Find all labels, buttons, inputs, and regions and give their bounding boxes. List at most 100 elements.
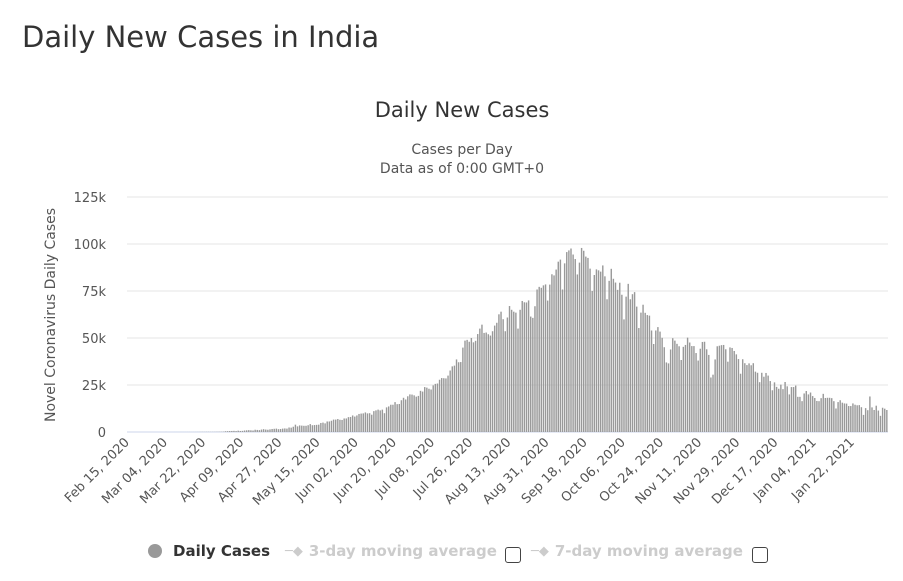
bar[interactable] xyxy=(614,282,617,432)
bar[interactable] xyxy=(629,299,632,432)
bar[interactable] xyxy=(807,394,810,432)
bar[interactable] xyxy=(421,391,424,432)
bar[interactable] xyxy=(320,422,322,432)
bar[interactable] xyxy=(761,372,763,432)
bar[interactable] xyxy=(710,377,712,432)
bar[interactable] xyxy=(625,296,627,432)
bar[interactable] xyxy=(347,417,350,432)
bar[interactable] xyxy=(712,374,714,432)
bar[interactable] xyxy=(313,425,316,432)
bar[interactable] xyxy=(691,346,693,432)
bar[interactable] xyxy=(235,431,237,432)
bar[interactable] xyxy=(572,254,574,432)
bar[interactable] xyxy=(462,347,464,432)
bar[interactable] xyxy=(506,317,509,432)
bar[interactable] xyxy=(693,346,695,432)
bar[interactable] xyxy=(332,419,335,432)
bar[interactable] xyxy=(428,388,430,432)
bar[interactable] xyxy=(409,394,411,432)
bar[interactable] xyxy=(324,423,326,432)
bar[interactable] xyxy=(778,388,780,432)
bar[interactable] xyxy=(831,398,833,432)
bar[interactable] xyxy=(419,390,422,432)
bar[interactable] xyxy=(877,410,880,432)
bar[interactable] xyxy=(729,347,731,432)
bar[interactable] xyxy=(455,359,458,432)
bar[interactable] xyxy=(330,420,333,432)
bar[interactable] xyxy=(648,315,651,432)
bar[interactable] xyxy=(884,408,886,432)
bar[interactable] xyxy=(447,375,449,432)
bar[interactable] xyxy=(659,331,661,432)
bar[interactable] xyxy=(513,311,515,432)
bar[interactable] xyxy=(521,300,523,432)
bar[interactable] xyxy=(568,250,570,432)
bar[interactable] xyxy=(237,430,239,432)
bar[interactable] xyxy=(623,319,625,432)
bar[interactable] xyxy=(680,359,682,432)
bar[interactable] xyxy=(515,312,517,432)
bar[interactable] xyxy=(754,371,757,432)
bar[interactable] xyxy=(239,430,242,432)
bar[interactable] xyxy=(349,416,352,432)
bar[interactable] xyxy=(674,340,676,432)
bar[interactable] xyxy=(833,401,835,432)
bar[interactable] xyxy=(780,384,782,432)
bar[interactable] xyxy=(809,392,812,432)
bar[interactable] xyxy=(250,430,252,432)
bar[interactable] xyxy=(595,269,598,432)
bar[interactable] xyxy=(682,346,685,432)
bar[interactable] xyxy=(538,286,540,432)
bar[interactable] xyxy=(322,422,324,432)
bar[interactable] xyxy=(296,426,299,432)
bar[interactable] xyxy=(307,425,309,432)
bar[interactable] xyxy=(631,294,634,432)
bar[interactable] xyxy=(627,283,629,432)
bar[interactable] xyxy=(841,402,844,432)
bar[interactable] xyxy=(688,342,691,432)
bar[interactable] xyxy=(254,429,256,432)
bar[interactable] xyxy=(811,396,814,432)
bar[interactable] xyxy=(722,344,725,432)
bar[interactable] xyxy=(326,421,328,432)
bar[interactable] xyxy=(602,265,604,432)
bar[interactable] xyxy=(527,300,530,432)
bar[interactable] xyxy=(835,408,837,433)
bar[interactable] xyxy=(451,366,453,432)
bar[interactable] xyxy=(828,397,831,432)
bar[interactable] xyxy=(466,339,468,432)
bar[interactable] xyxy=(705,349,708,432)
bar[interactable] xyxy=(860,407,863,432)
bar[interactable] xyxy=(277,429,280,432)
bar[interactable] xyxy=(286,428,288,432)
bar[interactable] xyxy=(477,334,479,432)
bar[interactable] xyxy=(290,427,292,432)
bar[interactable] xyxy=(407,396,409,432)
bar[interactable] xyxy=(633,292,636,432)
bar[interactable] xyxy=(298,425,301,432)
bar[interactable] xyxy=(570,248,572,432)
bar[interactable] xyxy=(873,410,875,432)
bar[interactable] xyxy=(267,429,269,432)
bar[interactable] xyxy=(585,256,587,432)
bar[interactable] xyxy=(775,386,778,432)
bar[interactable] xyxy=(504,331,506,432)
bar[interactable] xyxy=(799,396,801,432)
bar[interactable] xyxy=(474,340,477,432)
bar[interactable] xyxy=(867,410,869,432)
bar[interactable] xyxy=(341,419,343,432)
bar[interactable] xyxy=(292,426,295,432)
bar[interactable] xyxy=(305,425,307,432)
bar[interactable] xyxy=(328,421,331,432)
bar[interactable] xyxy=(256,429,258,432)
bar[interactable] xyxy=(748,363,750,432)
bar[interactable] xyxy=(519,309,521,432)
bar[interactable] xyxy=(502,319,504,432)
legend-item-daily-cases[interactable]: Daily Cases xyxy=(148,542,270,560)
legend-item-3-day-average[interactable]: ─◆ 3-day moving average xyxy=(285,542,497,560)
bar[interactable] xyxy=(301,425,303,432)
bar[interactable] xyxy=(557,261,559,432)
bar[interactable] xyxy=(487,334,490,432)
bar[interactable] xyxy=(315,424,318,432)
bar[interactable] xyxy=(843,403,846,432)
